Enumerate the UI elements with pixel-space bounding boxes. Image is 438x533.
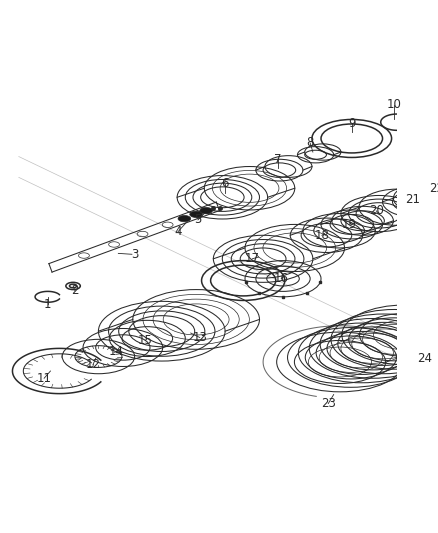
Text: 9: 9 <box>348 117 356 130</box>
Text: 10: 10 <box>387 99 402 111</box>
Text: 24: 24 <box>417 352 432 365</box>
Text: 6: 6 <box>221 177 229 190</box>
Text: 17: 17 <box>245 252 260 265</box>
Text: 15: 15 <box>138 334 153 347</box>
Text: 2: 2 <box>71 284 79 297</box>
Text: 12: 12 <box>85 358 100 371</box>
Text: 23: 23 <box>321 397 336 410</box>
Text: 7: 7 <box>274 153 281 166</box>
Text: 22: 22 <box>429 182 438 195</box>
Text: 16: 16 <box>274 272 289 285</box>
Text: 1: 1 <box>44 297 52 311</box>
Ellipse shape <box>200 207 212 214</box>
Text: 11: 11 <box>37 372 52 385</box>
Text: 13: 13 <box>192 331 207 344</box>
Ellipse shape <box>190 211 202 217</box>
Text: 5: 5 <box>194 213 201 227</box>
Text: 3: 3 <box>131 248 138 261</box>
Text: 19: 19 <box>342 218 357 231</box>
Text: 18: 18 <box>314 229 329 242</box>
Text: 14: 14 <box>109 345 124 358</box>
Text: 21: 21 <box>405 192 420 206</box>
Ellipse shape <box>178 215 191 222</box>
Text: 8: 8 <box>307 136 314 149</box>
Text: 20: 20 <box>369 204 384 217</box>
Text: 4: 4 <box>174 225 182 238</box>
